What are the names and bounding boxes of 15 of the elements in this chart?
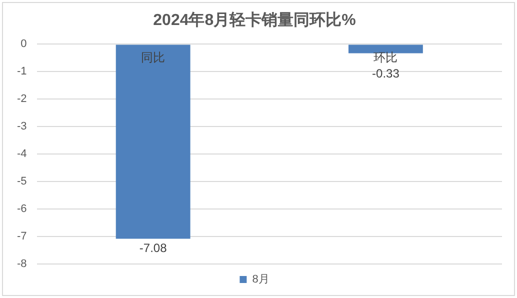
y-tick-label: -7 [17,230,27,243]
y-tick-label: 0 [20,38,27,50]
y-tick-label: -4 [17,148,27,160]
legend-label: 8月 [252,274,270,286]
y-tick-label: -2 [17,93,27,106]
x-tick-label: 环比 [374,50,398,65]
y-tick-label: -1 [17,66,27,78]
chart-title: 2024年8月轻卡销量同环比% [153,11,356,30]
y-tick-label: -3 [17,120,27,133]
y-tick-label: -5 [17,176,27,188]
data-label: -7.08 [139,241,168,256]
y-tick-label: -6 [17,203,27,216]
y-tick-label: -8 [17,258,27,270]
x-tick-label: 同比 [141,50,166,65]
data-label: -0.33 [372,66,400,81]
